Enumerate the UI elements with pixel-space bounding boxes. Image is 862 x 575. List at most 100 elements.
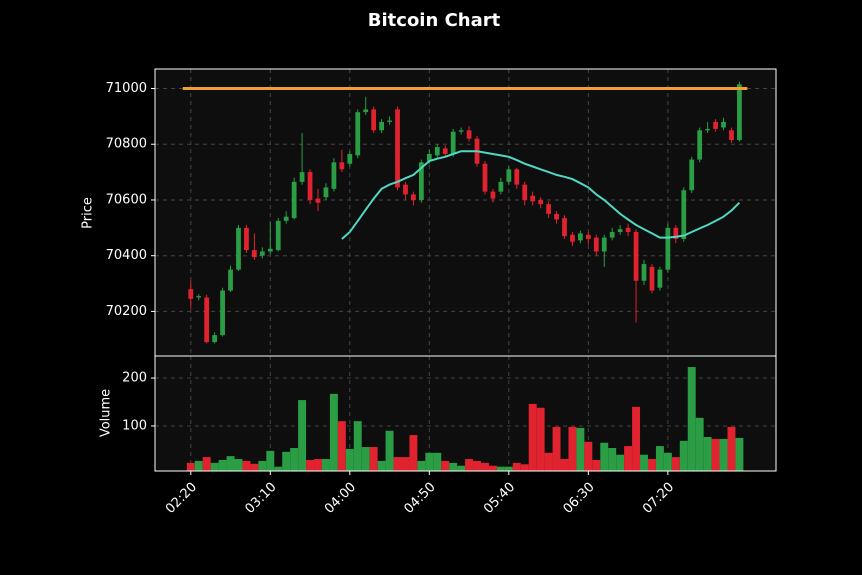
candle-body bbox=[458, 130, 464, 132]
candle-body bbox=[323, 187, 329, 198]
volume-bar bbox=[353, 421, 362, 471]
volume-bar bbox=[441, 460, 450, 471]
volume-bar bbox=[417, 460, 426, 471]
candle-body bbox=[434, 147, 440, 156]
candle-body bbox=[522, 184, 528, 200]
candle-body bbox=[593, 237, 599, 252]
volume-bar bbox=[306, 459, 315, 471]
candle-body bbox=[252, 250, 257, 258]
volume-bar bbox=[504, 466, 513, 471]
volume-bar bbox=[329, 393, 338, 471]
candle-body bbox=[387, 120, 392, 122]
volume-bar bbox=[290, 448, 299, 471]
volume-bar bbox=[608, 448, 617, 471]
volume-bar bbox=[560, 459, 569, 471]
volume-bar bbox=[719, 438, 728, 471]
volume-bar bbox=[194, 460, 203, 471]
volume-bar bbox=[393, 457, 402, 471]
volume-bar bbox=[361, 447, 370, 471]
volume-bar bbox=[385, 430, 394, 471]
price-panel bbox=[155, 69, 776, 356]
candle-body bbox=[498, 181, 504, 192]
candle-body bbox=[554, 213, 559, 220]
volume-bar bbox=[512, 462, 521, 471]
candle-body bbox=[609, 232, 615, 238]
candle-body bbox=[315, 198, 321, 203]
volume-bar bbox=[481, 462, 489, 471]
candle-body bbox=[275, 220, 281, 251]
volume-bar bbox=[536, 407, 545, 471]
volume-bar bbox=[425, 452, 434, 471]
candle-body bbox=[705, 128, 711, 131]
volume-bar bbox=[401, 457, 410, 471]
candle-body bbox=[363, 109, 369, 113]
volume-bar bbox=[727, 426, 736, 471]
volume-bar bbox=[250, 463, 259, 471]
volume-bar bbox=[640, 454, 648, 471]
candle-body bbox=[697, 130, 703, 160]
y-tick-label: 70200 bbox=[106, 304, 147, 319]
volume-bar bbox=[409, 435, 418, 471]
y-tick-label: 70600 bbox=[106, 192, 147, 207]
volume-bar bbox=[647, 459, 656, 471]
candle-body bbox=[196, 296, 202, 298]
candle-body bbox=[617, 229, 623, 233]
volume-frame bbox=[154, 355, 777, 472]
volume-bar bbox=[592, 459, 601, 471]
volume-bar bbox=[695, 417, 704, 471]
candle-body bbox=[601, 237, 607, 252]
volume-bar bbox=[242, 460, 251, 471]
y-tick-label: 100 bbox=[122, 418, 147, 433]
volume-bar bbox=[266, 450, 275, 471]
candle-body bbox=[729, 130, 734, 141]
volume-bar bbox=[520, 464, 529, 471]
volume-bar bbox=[321, 459, 330, 471]
candle-body bbox=[673, 227, 679, 239]
volume-bar bbox=[473, 460, 482, 471]
candle-body bbox=[426, 153, 432, 161]
candle-body bbox=[490, 191, 496, 199]
candle-body bbox=[299, 172, 305, 182]
volume-bar bbox=[600, 442, 609, 471]
candle-body bbox=[236, 227, 241, 270]
candle-body bbox=[562, 218, 567, 237]
candle-body bbox=[212, 335, 218, 343]
volume-bar bbox=[449, 462, 458, 471]
volume-bar bbox=[377, 460, 386, 471]
volume-bar bbox=[711, 438, 720, 471]
candle-body bbox=[204, 297, 210, 343]
candle-body bbox=[514, 169, 520, 185]
candle-body bbox=[538, 199, 544, 205]
candle-body bbox=[307, 172, 313, 200]
volume-bar bbox=[218, 459, 227, 471]
volume-bar bbox=[576, 427, 585, 471]
candle-body bbox=[450, 131, 456, 154]
volume-bar bbox=[703, 436, 712, 471]
candle-body bbox=[283, 216, 289, 221]
volume-bar bbox=[632, 406, 641, 471]
candle-body bbox=[347, 153, 353, 164]
volume-bar bbox=[314, 459, 322, 471]
y-tick-label: 71000 bbox=[106, 81, 147, 96]
candle-body bbox=[339, 162, 345, 170]
candle-body bbox=[228, 269, 233, 291]
volume-bar bbox=[663, 452, 672, 471]
volume-bar bbox=[298, 400, 307, 471]
candle-body bbox=[418, 162, 424, 200]
volume-panel bbox=[155, 356, 776, 471]
candle-body bbox=[649, 266, 655, 291]
candle-body bbox=[578, 233, 583, 241]
chart-title: Bitcoin Chart bbox=[368, 10, 501, 31]
candle-body bbox=[291, 181, 297, 219]
candle-body bbox=[379, 121, 384, 131]
volume-bar bbox=[282, 451, 291, 471]
candle-body bbox=[585, 234, 591, 239]
volume-bar bbox=[258, 460, 267, 471]
volume-bar bbox=[528, 403, 537, 471]
volume-bar bbox=[671, 457, 680, 471]
volume-bar bbox=[433, 452, 442, 471]
candle-body bbox=[466, 130, 472, 139]
candle-body bbox=[395, 109, 400, 188]
candle-body bbox=[641, 264, 647, 281]
volume-bar bbox=[687, 367, 696, 471]
